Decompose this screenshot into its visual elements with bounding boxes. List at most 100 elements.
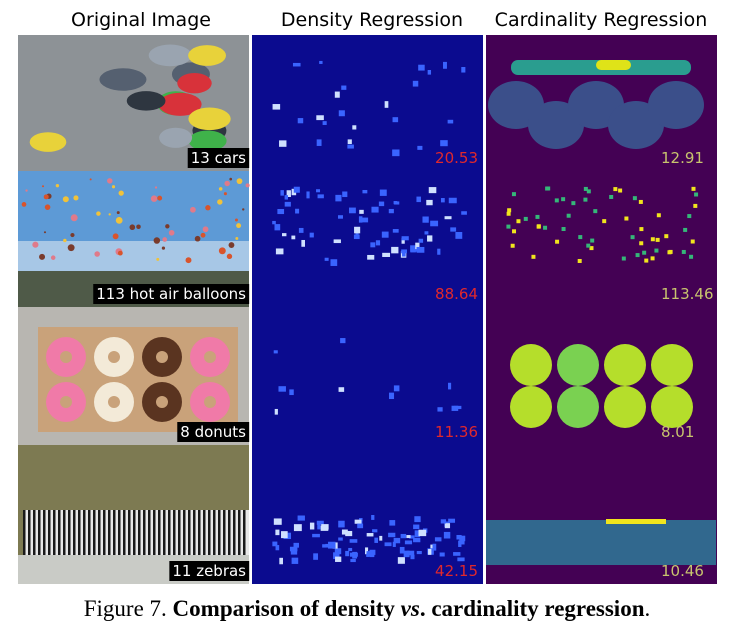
balloon: [55, 183, 60, 188]
balloon: [117, 250, 123, 256]
density-blob: [401, 237, 405, 244]
density-blob: [378, 201, 385, 207]
density-blob: [347, 144, 354, 149]
balloon: [129, 224, 136, 231]
density-blob: [280, 190, 284, 196]
donut-hole: [108, 396, 120, 408]
blob: [639, 227, 644, 232]
label-background: [187, 148, 250, 168]
sky: [18, 241, 249, 271]
car: [29, 132, 67, 152]
density-blob: [342, 191, 348, 198]
density-blob: [362, 189, 368, 194]
blob: [506, 211, 511, 216]
blob: [561, 227, 566, 232]
column-header: Density Regression: [281, 9, 463, 31]
balloon: [185, 257, 192, 264]
density-blob: [338, 520, 345, 528]
balloon: [136, 224, 141, 229]
density-blob: [371, 206, 379, 213]
stripe: [73, 510, 76, 555]
stripe: [83, 510, 86, 555]
blob: [681, 249, 686, 254]
blob: [693, 203, 698, 208]
density-map: [252, 445, 483, 584]
density-blob: [279, 140, 287, 147]
column-header: Original Image: [71, 9, 211, 31]
balloon: [44, 204, 51, 210]
balloon: [116, 211, 120, 215]
density-blob: [352, 125, 357, 130]
density-blob: [316, 139, 322, 146]
balloon: [161, 246, 166, 250]
balloon: [223, 192, 227, 196]
blob: [516, 219, 521, 224]
density-blob: [282, 233, 287, 237]
image-label: 13 cars: [191, 149, 246, 167]
density-blob: [309, 522, 315, 530]
density-blob: [437, 407, 443, 412]
stripe: [138, 510, 141, 555]
density-blob: [333, 239, 341, 244]
density-count: 11.36: [435, 423, 478, 441]
caption-text: .: [645, 596, 651, 621]
density-blob: [402, 251, 406, 257]
blob: [561, 197, 566, 202]
density-blob: [338, 537, 343, 541]
car: [148, 44, 192, 67]
stripe: [38, 510, 41, 555]
stripe: [223, 510, 226, 555]
density-blob: [350, 558, 356, 563]
balloon: [224, 180, 230, 187]
density-blob: [457, 557, 465, 562]
density-blob: [369, 551, 375, 558]
blob: [578, 235, 583, 240]
balloon: [112, 233, 119, 240]
density-blob: [413, 537, 421, 543]
density-blob: [416, 196, 421, 203]
density-blob: [354, 226, 361, 234]
density-blob: [272, 104, 281, 110]
density-blob: [406, 535, 411, 539]
density-blob: [289, 546, 298, 552]
density-blob: [392, 541, 396, 547]
balloon: [39, 253, 46, 260]
density-blob: [274, 224, 281, 231]
density-blob: [388, 532, 396, 538]
density-blob: [292, 62, 301, 67]
density-blob: [416, 550, 422, 555]
density-blob: [393, 537, 401, 544]
stripe: [88, 510, 91, 555]
blob: [506, 224, 511, 229]
density-blob: [417, 145, 423, 150]
density-blob: [406, 550, 415, 556]
density-blob: [309, 232, 314, 238]
stripe: [48, 510, 51, 555]
balloon: [96, 211, 101, 216]
stripe: [168, 510, 171, 555]
density-blob: [341, 529, 348, 535]
density-blob: [290, 548, 298, 555]
density-blob: [301, 239, 305, 247]
balloon: [235, 237, 239, 240]
density-blob: [353, 234, 360, 240]
density-blob: [410, 246, 416, 253]
density-blob: [334, 91, 340, 98]
column-header: Cardinality Regression: [495, 9, 708, 31]
blob: [512, 229, 517, 234]
balloon: [194, 235, 201, 242]
density-blob: [320, 525, 329, 531]
blob: [655, 237, 660, 242]
density-blob: [455, 232, 463, 239]
balloon: [70, 232, 75, 238]
caption-text: vs: [401, 596, 420, 621]
density-blob: [416, 246, 425, 253]
cardinality-count: 10.46: [661, 562, 704, 580]
blob: [511, 192, 516, 197]
stripe: [53, 510, 56, 555]
balloon: [162, 237, 168, 242]
blob: [621, 256, 626, 261]
blob: [694, 192, 699, 197]
donut-hole: [108, 351, 120, 363]
density-blob: [458, 540, 462, 547]
